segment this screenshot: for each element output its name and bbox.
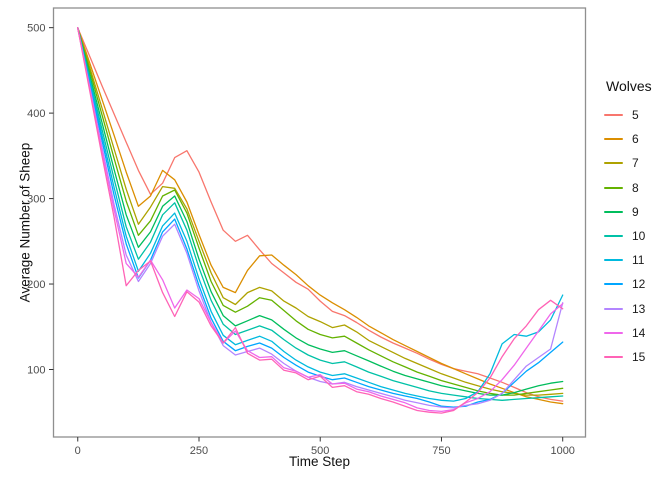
legend-item-10: 10 bbox=[604, 224, 652, 248]
legend-item-9: 9 bbox=[604, 200, 652, 224]
y-tick-label: 200 bbox=[27, 279, 45, 291]
legend-key-line-6 bbox=[604, 138, 623, 141]
legend-label: 12 bbox=[632, 277, 646, 292]
legend-label: 8 bbox=[632, 180, 639, 195]
legend-item-8: 8 bbox=[604, 176, 652, 200]
legend-item-6: 6 bbox=[604, 127, 652, 151]
legend-key-line-10 bbox=[604, 235, 623, 238]
legend-key-line-11 bbox=[604, 259, 623, 262]
series-line-5 bbox=[77, 27, 564, 402]
legend-label: 15 bbox=[632, 349, 646, 364]
series-line-6 bbox=[77, 27, 564, 405]
legend-item-5: 5 bbox=[604, 103, 652, 127]
legend-label: 5 bbox=[632, 108, 639, 123]
legend-label: 9 bbox=[632, 204, 639, 219]
legend-item-13: 13 bbox=[604, 297, 652, 321]
legend-label: 13 bbox=[632, 301, 646, 316]
legend-key-line-9 bbox=[604, 210, 623, 213]
legend-key-line-14 bbox=[604, 331, 623, 334]
legend-item-14: 14 bbox=[604, 321, 652, 345]
legend-title: Wolves bbox=[606, 78, 652, 94]
series-line-10 bbox=[77, 27, 564, 401]
legend-items: 5 6 7 8 9 10 11 12 13 14 15 bbox=[604, 103, 652, 369]
legend-key-line-12 bbox=[604, 283, 623, 286]
legend-label: 6 bbox=[632, 132, 639, 147]
legend: Wolves 5 6 7 8 9 10 11 12 13 14 15 bbox=[604, 78, 652, 369]
legend-label: 11 bbox=[632, 253, 645, 268]
legend-key-line-13 bbox=[604, 307, 623, 310]
series-line-15 bbox=[77, 27, 564, 414]
legend-label: 14 bbox=[632, 325, 646, 340]
series-line-8 bbox=[77, 27, 564, 396]
x-tick-label: 0 bbox=[75, 445, 81, 457]
legend-key-line-7 bbox=[604, 162, 623, 165]
legend-key-line-8 bbox=[604, 186, 623, 189]
x-tick-label: 750 bbox=[432, 445, 450, 457]
x-tick-label: 1000 bbox=[550, 445, 574, 457]
legend-item-7: 7 bbox=[604, 151, 652, 175]
series-line-7 bbox=[77, 27, 564, 396]
legend-item-11: 11 bbox=[604, 248, 652, 272]
legend-item-12: 12 bbox=[604, 272, 652, 296]
x-tick-label: 500 bbox=[311, 445, 329, 457]
series-line-9 bbox=[77, 27, 564, 396]
legend-label: 10 bbox=[632, 229, 646, 244]
legend-item-15: 15 bbox=[604, 345, 652, 369]
y-axis-title: Average Number of Sheep bbox=[17, 142, 33, 303]
series-line-13 bbox=[77, 27, 564, 409]
y-tick-label: 500 bbox=[27, 23, 45, 35]
series-line-11 bbox=[77, 27, 564, 402]
y-tick-label: 100 bbox=[27, 364, 45, 376]
series-line-14 bbox=[77, 27, 564, 413]
legend-key-line-15 bbox=[604, 355, 623, 358]
y-tick-label: 400 bbox=[27, 108, 45, 120]
legend-label: 7 bbox=[632, 156, 639, 171]
panel-border bbox=[52, 7, 587, 438]
x-axis-title: Time Step bbox=[288, 454, 351, 469]
x-tick-label: 250 bbox=[190, 445, 208, 457]
y-tick-label: 300 bbox=[27, 194, 45, 206]
legend-key-line-5 bbox=[604, 114, 623, 117]
series-line-12 bbox=[77, 27, 564, 408]
